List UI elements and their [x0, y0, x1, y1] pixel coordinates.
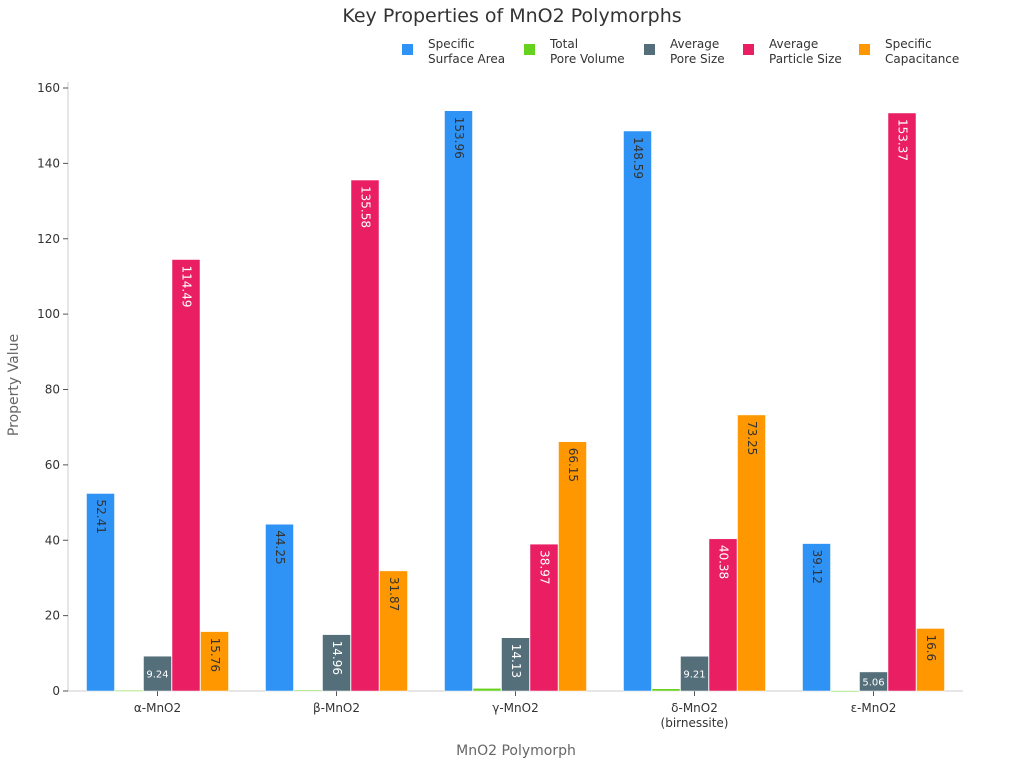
data-label: 52.41	[94, 499, 108, 533]
bar-4	[737, 414, 766, 692]
bar-0	[86, 493, 115, 692]
y-tick-label: 80	[45, 383, 60, 397]
y-axis-title: Property Value	[6, 334, 22, 436]
bar-3	[887, 112, 917, 692]
bar-0	[623, 130, 652, 692]
bar-0	[802, 543, 831, 692]
bar-1	[293, 689, 323, 692]
bar-0	[444, 110, 473, 692]
bar-2	[680, 656, 709, 692]
bar-2	[143, 655, 172, 692]
legend-label: Pore Size	[670, 52, 725, 66]
y-tick-label: 100	[37, 307, 60, 321]
bar-1	[114, 690, 144, 692]
bar-2	[859, 671, 888, 692]
y-tick-label: 120	[37, 232, 60, 246]
data-label: 16.6	[924, 634, 938, 661]
legend-swatch-0	[402, 44, 413, 55]
legend-label: Specific	[885, 37, 932, 51]
data-label: 14.96	[330, 641, 344, 675]
chart-title: Key Properties of MnO2 Polymorphs	[342, 5, 681, 27]
data-label: 114.49	[180, 266, 194, 308]
data-label: 73.25	[745, 421, 759, 455]
x-tick-label: ε-MnO2	[851, 701, 897, 715]
legend-label: Particle Size	[769, 52, 842, 66]
bar-3	[529, 543, 559, 692]
bar-2	[501, 637, 530, 692]
legend-label: Total	[549, 37, 578, 51]
bar-2	[322, 634, 351, 692]
legend-swatch-2	[644, 44, 655, 55]
data-label: 5.06	[862, 677, 884, 688]
data-label: 44.25	[273, 530, 287, 564]
legend-label: Surface Area	[428, 52, 505, 66]
data-label: 135.58	[359, 186, 373, 228]
bar-1	[651, 688, 681, 692]
y-tick-label: 40	[45, 533, 60, 547]
legend-swatch-3	[743, 44, 754, 55]
legend-label: Specific	[428, 37, 475, 51]
legend-label: Average	[670, 37, 719, 51]
x-tick-label: δ-MnO2	[671, 701, 718, 715]
data-label: 153.37	[896, 119, 910, 161]
bar-0	[265, 523, 294, 692]
data-label: 40.38	[717, 545, 731, 579]
legend-label: Average	[769, 37, 818, 51]
data-label: 148.59	[631, 137, 645, 179]
data-label: 15.76	[208, 638, 222, 672]
x-tick-label: (birnessite)	[661, 716, 729, 730]
data-label: 153.96	[452, 117, 466, 159]
x-tick-label: α-MnO2	[134, 701, 181, 715]
bar-1	[830, 690, 860, 692]
data-label: 31.87	[387, 577, 401, 611]
data-label: 39.12	[810, 550, 824, 584]
x-tick-label: β-MnO2	[313, 701, 360, 715]
bar-4	[379, 570, 408, 692]
legend-swatch-4	[859, 44, 870, 55]
bar-4	[558, 441, 587, 692]
data-label: 14.13	[509, 644, 523, 678]
bar-3	[708, 538, 738, 692]
legend-swatch-1	[524, 44, 535, 55]
legend-label: Pore Volume	[550, 52, 625, 66]
x-tick-label: γ-MnO2	[492, 701, 538, 715]
bar-4	[200, 631, 229, 692]
bar-3	[350, 179, 380, 692]
x-axis-title: MnO2 Polymorph	[456, 743, 576, 759]
data-label: 66.15	[566, 448, 580, 482]
y-tick-label: 20	[45, 609, 60, 623]
data-label: 9.24	[146, 670, 168, 681]
legend-label: Capacitance	[885, 52, 959, 66]
bar-4	[916, 628, 945, 692]
data-label: 9.21	[683, 670, 705, 681]
y-tick-label: 0	[52, 684, 60, 698]
y-tick-label: 160	[37, 81, 60, 95]
y-tick-label: 60	[45, 458, 60, 472]
y-tick-label: 140	[37, 156, 60, 170]
bar-3	[171, 259, 201, 692]
bar-1	[472, 688, 502, 692]
data-label: 38.97	[538, 550, 552, 584]
